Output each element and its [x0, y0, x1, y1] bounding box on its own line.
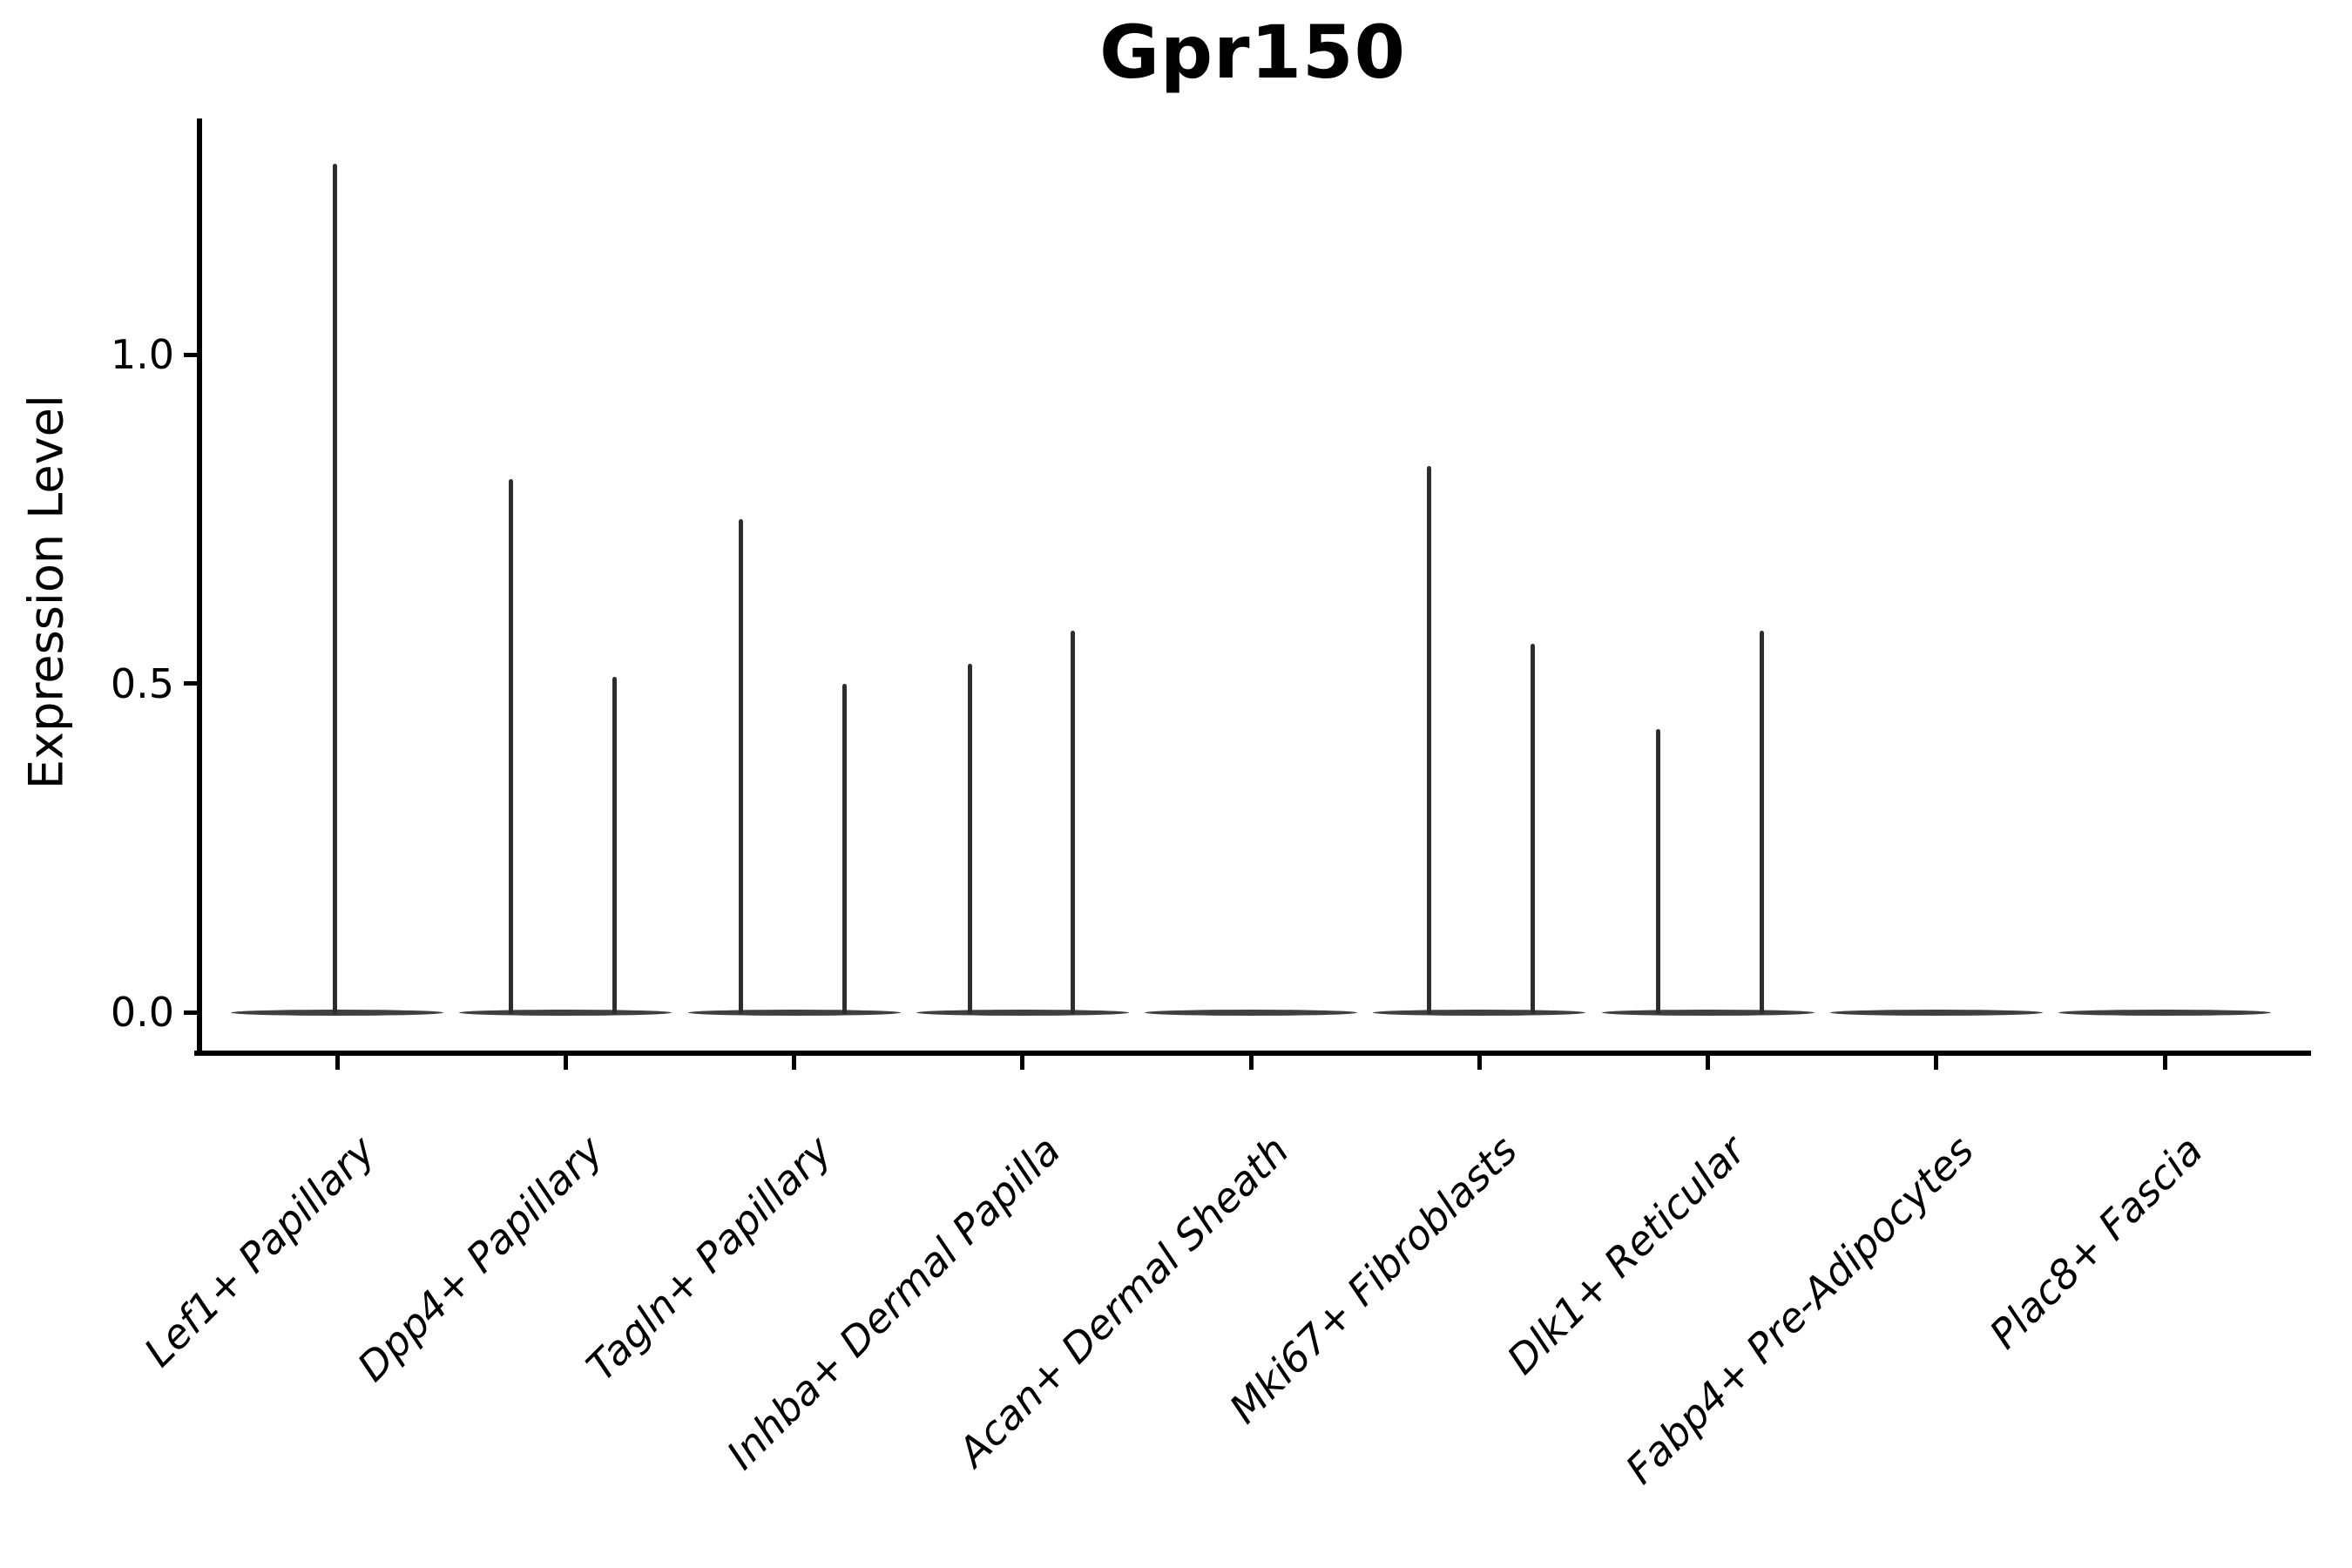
x-tick [1706, 1051, 1710, 1070]
violin-body [459, 1009, 672, 1016]
violin-body [1601, 1009, 1815, 1016]
violin-spike [739, 518, 743, 1014]
violin-spike [1071, 631, 1076, 1014]
y-tick-label: 0.5 [110, 659, 174, 707]
violin-spike [332, 164, 337, 1014]
y-tick-label: 0.0 [110, 989, 174, 1036]
x-tick-label: Dpp4+ Papillary [348, 1126, 612, 1390]
violin-body [1829, 1009, 2043, 1016]
violin-body [2058, 1009, 2271, 1016]
y-axis-line [197, 118, 202, 1056]
y-tick [184, 681, 198, 686]
x-tick [335, 1051, 340, 1070]
violin-body [231, 1009, 443, 1016]
violin-body [1145, 1009, 1357, 1016]
violin-spike [508, 479, 513, 1014]
x-tick-label: Dlk1+ Reticular [1497, 1126, 1754, 1383]
x-tick [2162, 1051, 2167, 1070]
violin-spike [612, 676, 617, 1014]
violin-spike [1760, 631, 1764, 1014]
violin-body [1373, 1009, 1586, 1016]
y-axis-label: Expression Level [18, 395, 74, 790]
x-tick-label: Lef1+ Papillary [134, 1126, 384, 1376]
x-tick [1020, 1051, 1025, 1070]
violin-body [687, 1009, 901, 1016]
violin-spike [842, 683, 847, 1014]
x-tick [1934, 1051, 1939, 1070]
violin-spike [968, 663, 973, 1014]
violin-body [916, 1009, 1129, 1016]
x-tick [563, 1051, 568, 1070]
y-tick [184, 1010, 198, 1015]
y-tick [184, 352, 198, 357]
violin-spike [1426, 466, 1431, 1014]
violin-spike [1530, 644, 1535, 1014]
x-tick [1477, 1051, 1482, 1070]
x-tick [1248, 1051, 1254, 1070]
y-tick-label: 1.0 [110, 331, 174, 378]
x-tick [792, 1051, 796, 1070]
chart-title: Gpr150 [1099, 10, 1406, 95]
x-tick-label: Plac8+ Fascia [1980, 1126, 2212, 1358]
x-tick-label: Tagln+ Papillary [577, 1126, 841, 1390]
violin-spike [1656, 729, 1660, 1014]
